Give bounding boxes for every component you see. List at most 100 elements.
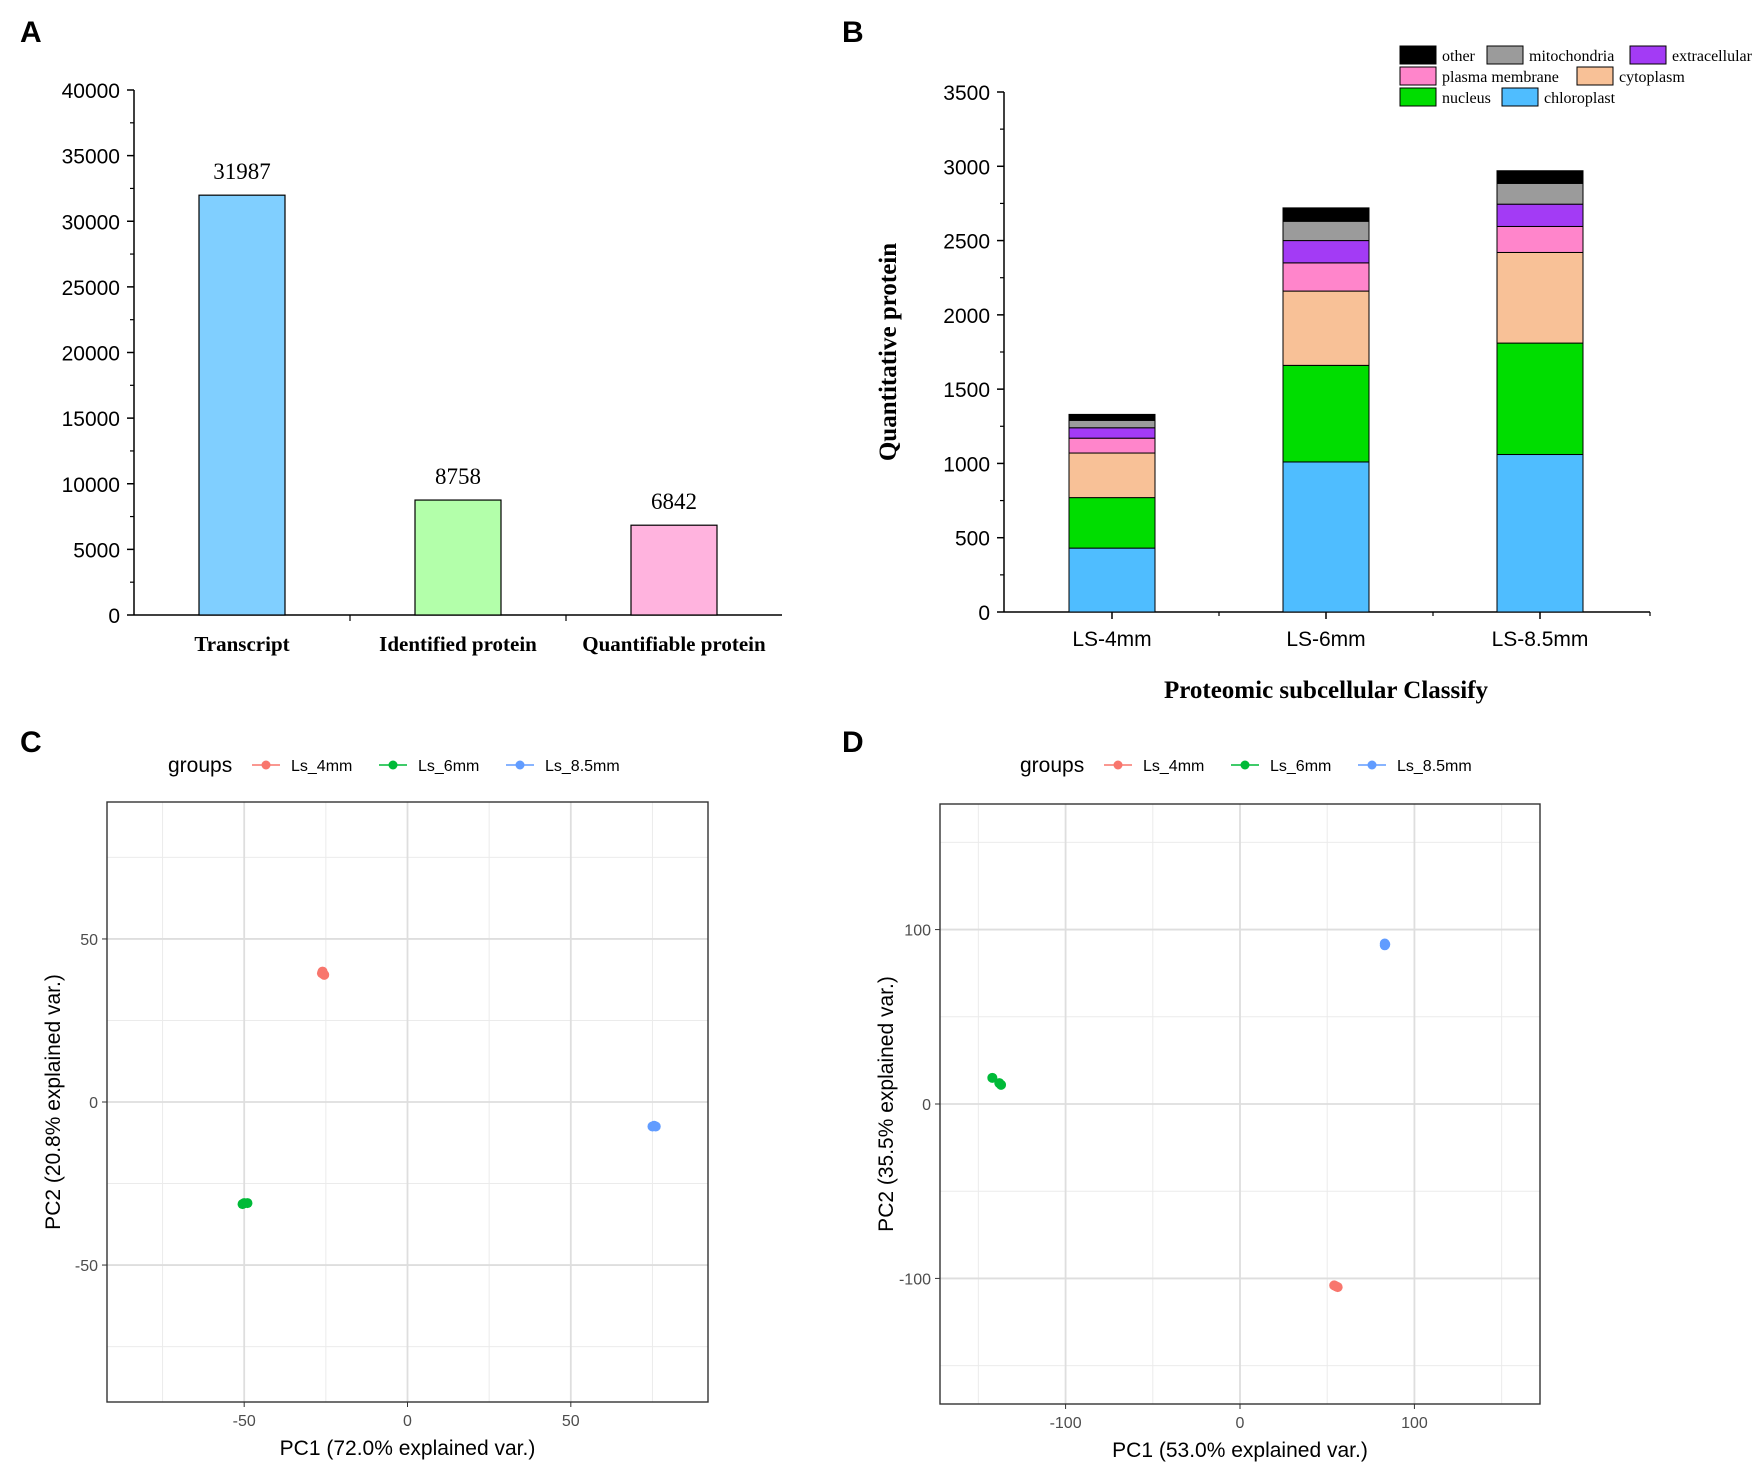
y-tick-label: 20000: [62, 343, 120, 366]
y-tick-label: 100: [904, 923, 931, 940]
legend-label-cytoplasm: cytoplasm: [1619, 69, 1685, 86]
y-tick-label: 1500: [943, 379, 990, 402]
y-tick-label: 50: [80, 932, 98, 949]
y-tick-label: 2000: [943, 305, 990, 328]
bar-segment-extracellular: [1496, 203, 1584, 227]
panel-label-d: D: [842, 726, 864, 759]
bar-segment-nucleus: [1282, 364, 1370, 463]
bar-segment-extracellular: [1068, 427, 1156, 439]
x-tick-label: LS-4mm: [1072, 628, 1151, 651]
y-axis-title: PC2 (35.5% explained var.): [875, 976, 898, 1232]
x-tick-label: Identified protein: [379, 632, 537, 656]
bar-segment-mitochondria: [1282, 220, 1370, 242]
x-tick-label: -100: [1050, 1415, 1082, 1432]
bar-segment-cytoplasm: [1068, 452, 1156, 499]
pca-plot-d: -100 0 100 -100 0 100 PC1 (53.0% explained var…: [875, 754, 1541, 1462]
legend-label-plasma-membrane: plasma membrane: [1442, 69, 1559, 86]
legend-key-dot-ls-4mm: [261, 760, 271, 770]
legend-key-dot-ls-4mm: [1113, 760, 1123, 770]
legend-swatch-mitochondria: [1486, 45, 1524, 65]
y-tick-label: 3500: [943, 82, 990, 105]
x-axis-title: PC1 (72.0% explained var.): [280, 1437, 536, 1460]
data-point-ls-4mm: [1330, 1281, 1341, 1292]
data-label-quantifiable-protein: 6842: [651, 489, 697, 514]
pca-plot-c: -50 0 50 -50 0 50 PC1 (72.0% explained var.) PC…: [42, 754, 709, 1460]
legend-swatch-plasma-membrane: [1399, 66, 1437, 86]
legend-label-extracellular: extracellular: [1672, 48, 1753, 65]
panel-label-a: A: [20, 16, 42, 49]
y-axis-title: PC2 (20.8% explained var.): [42, 974, 65, 1230]
y-tick-label: 15000: [62, 408, 120, 431]
x-axis-title: PC1 (53.0% explained var.): [1112, 1439, 1368, 1462]
x-tick-label: 0: [1236, 1415, 1245, 1432]
y-tick-label: 0: [89, 1095, 98, 1112]
legend-title: groups: [168, 754, 232, 777]
bar-identified-protein: [414, 499, 502, 616]
legend-label-ls-8-5mm: Ls_8.5mm: [1397, 758, 1472, 775]
y-tick-label: 0: [978, 602, 990, 625]
legend-swatch-extracellular: [1629, 45, 1667, 65]
legend-title: groups: [1020, 754, 1084, 777]
legend-key-dot-ls-8-5mm: [515, 760, 525, 770]
legend-label-mitochondria: mitochondria: [1529, 48, 1614, 65]
y-tick-label: 3000: [943, 156, 990, 179]
y-tick-label: 1000: [943, 453, 990, 476]
legend-key-dot-ls-6mm: [388, 760, 398, 770]
x-tick-label: Transcript: [194, 632, 289, 656]
panel-label-b: B: [842, 16, 864, 49]
data-point-ls-4mm: [316, 968, 327, 979]
bar-segment-chloroplast: [1068, 547, 1156, 613]
x-tick-label: 50: [562, 1413, 580, 1430]
legend-label-nucleus: nucleus: [1442, 90, 1491, 107]
bar-segment-nucleus: [1068, 497, 1156, 549]
stacked-bar-chart-b: 0 500 1000 1500 2000 2500 3000 3500 LS-4mm LS-6mm…: [875, 45, 1753, 704]
bar-segment-mitochondria: [1068, 419, 1156, 429]
legend-label-ls-4mm: Ls_4mm: [1143, 758, 1204, 775]
y-tick-label: 25000: [62, 277, 120, 300]
y-tick-label: 30000: [62, 211, 120, 234]
legend-label-ls-4mm: Ls_4mm: [291, 758, 352, 775]
legend-label-ls-6mm: Ls_6mm: [418, 758, 479, 775]
bar-segment-plasma-membrane: [1282, 262, 1370, 292]
y-tick-label: 35000: [62, 146, 120, 169]
data-point-ls-8-5mm: [1380, 939, 1391, 950]
x-tick-label: -50: [233, 1413, 256, 1430]
legend-swatch-cytoplasm: [1576, 66, 1614, 86]
y-tick-label: 5000: [73, 539, 120, 562]
data-label-transcript: 31987: [213, 159, 271, 184]
legend-key-dot-ls-8-5mm: [1367, 760, 1377, 770]
bar-quantifiable-protein: [630, 524, 718, 616]
data-point-ls-6mm: [237, 1199, 248, 1210]
plot-frame: [939, 803, 1541, 1405]
legend-swatch-other: [1399, 45, 1437, 65]
bar-segment-other: [1282, 207, 1370, 222]
y-tick-label: -50: [75, 1258, 98, 1275]
legend-key-dot-ls-6mm: [1240, 760, 1250, 770]
y-tick-label: 0: [108, 605, 120, 628]
bar-segment-extracellular: [1282, 240, 1370, 264]
x-tick-label: 100: [1401, 1415, 1428, 1432]
data-point-ls-8-5mm: [650, 1121, 661, 1132]
y-tick-label: 10000: [62, 474, 120, 497]
x-tick-label: LS-8.5mm: [1492, 628, 1589, 651]
bar-segment-mitochondria: [1496, 182, 1584, 205]
data-label-identified-protein: 8758: [435, 464, 481, 489]
y-tick-label: -100: [899, 1271, 931, 1288]
legend-label-ls-6mm: Ls_6mm: [1270, 758, 1331, 775]
bar-transcript: [198, 194, 286, 616]
legend-label-chloroplast: chloroplast: [1544, 90, 1616, 107]
legend-swatch-nucleus: [1399, 87, 1437, 107]
x-tick-label: 0: [403, 1413, 412, 1430]
bar-segment-chloroplast: [1496, 454, 1584, 613]
bar-segment-cytoplasm: [1496, 251, 1584, 344]
bar-chart-a: 0 5000 10000 15000 20000 25000 30000 35000 40000…: [62, 80, 782, 656]
legend-label-other: other: [1442, 48, 1476, 65]
y-axis-title: Quantitative protein: [875, 243, 902, 461]
bar-segment-other: [1068, 413, 1156, 421]
legend-label-ls-8-5mm: Ls_8.5mm: [545, 758, 620, 775]
bar-segment-chloroplast: [1282, 461, 1370, 613]
plot-frame: [106, 801, 709, 1403]
x-axis-title: Proteomic subcellular Classify: [1164, 677, 1489, 704]
panel-label-c: C: [20, 726, 42, 759]
